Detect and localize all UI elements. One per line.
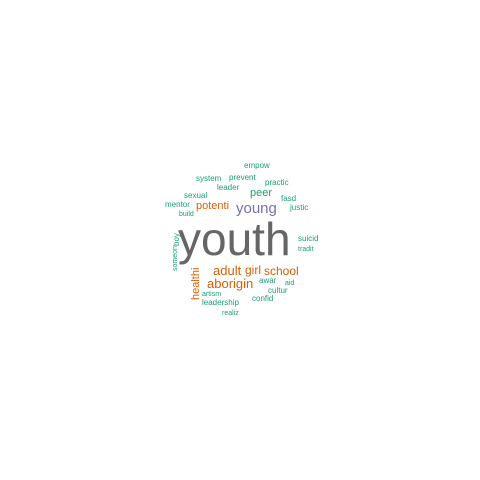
word-boy: boy: [172, 233, 181, 246]
word-leadership: leadership: [202, 298, 239, 307]
word-potenti: potenti: [196, 200, 230, 212]
word-adult: adult: [213, 263, 242, 278]
word-fasd: fasd: [281, 194, 297, 203]
word-school: school: [264, 264, 299, 278]
word-practic: practic: [265, 178, 289, 187]
word-mentor: mentor: [165, 200, 190, 209]
word-someon: someon: [172, 246, 179, 271]
word-prevent: prevent: [229, 173, 256, 182]
word-young: young: [236, 200, 277, 217]
word-aborigin: aborigin: [207, 276, 254, 291]
word-girl: girl: [245, 263, 262, 277]
word-justic: justic: [290, 203, 309, 212]
word-system: system: [196, 174, 222, 183]
word-leader: leader: [217, 183, 240, 192]
word-awar: awar: [259, 276, 277, 285]
word-peer: peer: [250, 187, 273, 199]
word-aid: aid: [285, 280, 295, 287]
word-empow: empow: [244, 161, 270, 170]
word-suicid: suicid: [298, 234, 319, 243]
word-healthi: healthi: [190, 267, 202, 300]
word-realiz: realiz: [222, 310, 239, 317]
word-confid: confid: [252, 294, 274, 303]
word-youth: youth: [178, 213, 291, 265]
word-cultur: cultur: [268, 286, 288, 295]
word-build: build: [179, 211, 194, 218]
word-artism: artism: [202, 291, 222, 298]
word-tradit: tradit: [298, 246, 314, 253]
word-sexual: sexual: [184, 191, 208, 200]
